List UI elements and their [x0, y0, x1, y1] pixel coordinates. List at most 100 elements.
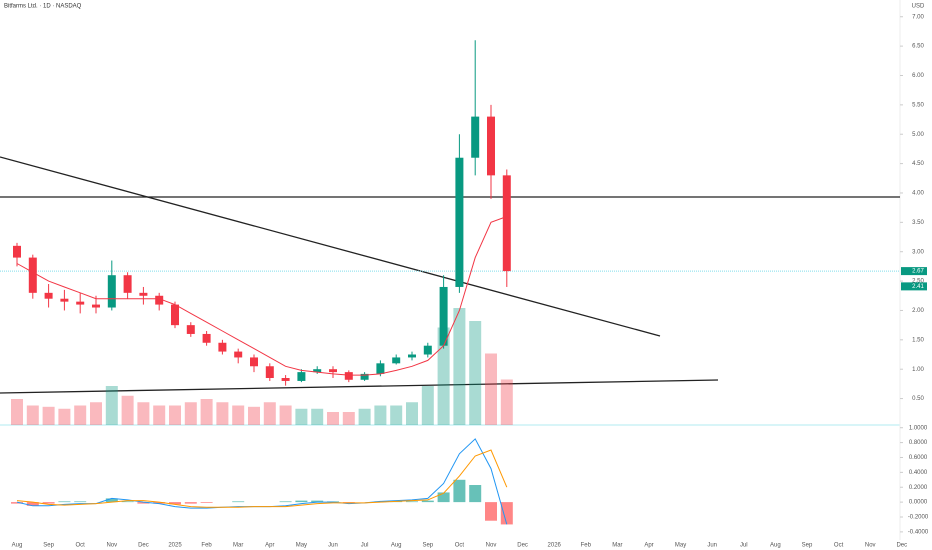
candle-body — [376, 363, 385, 374]
x-tick-label: 2026 — [548, 543, 562, 549]
macd-histogram-bar — [279, 501, 292, 503]
candle-body — [502, 175, 511, 272]
x-tick-label: Apr — [644, 543, 653, 549]
x-tick-label: 2025 — [168, 543, 182, 549]
x-tick-label: May — [296, 543, 307, 549]
y-tick-label: 3.50 — [912, 220, 924, 226]
macd-histogram-bar — [137, 502, 150, 504]
macd-y-tick-label: 0.4000 — [909, 470, 928, 476]
y-tick-label: 4.00 — [912, 191, 924, 197]
x-tick-label: Mar — [612, 543, 622, 549]
volume-bar — [169, 405, 181, 425]
macd-line — [16, 449, 508, 508]
macd-y-tick-label: 1.0000 — [909, 425, 928, 431]
x-tick-label: Jul — [740, 543, 748, 549]
y-tick-label: 1.50 — [912, 337, 924, 343]
candle-body — [139, 292, 148, 296]
candle-body — [471, 116, 480, 158]
macd-histogram-bar — [184, 502, 197, 504]
moving-average — [16, 216, 507, 376]
x-tick-label: Feb — [581, 543, 592, 549]
macd-histogram-bar — [469, 485, 482, 503]
price-tag-label: 2.67 — [912, 269, 924, 275]
volume-bar — [327, 412, 339, 425]
candle-body — [344, 372, 353, 380]
candle-body — [44, 292, 53, 299]
x-tick-label: Oct — [455, 543, 465, 549]
candle-body — [76, 301, 85, 305]
plot-area: 0.50 1.00 1.50 2.00 2.50 3.00 3.50 4.00 4.50 5.00… — [0, 14, 929, 549]
macd-histogram-bar — [453, 479, 466, 503]
x-tick-label: Jul — [361, 543, 369, 549]
volume-bar — [453, 308, 466, 425]
candle-body — [218, 342, 227, 352]
price-tag — [901, 282, 927, 291]
volume-bar — [248, 406, 260, 425]
volume-bar — [184, 402, 197, 425]
y-tick-label: 5.50 — [912, 102, 924, 108]
volume-bar — [374, 405, 387, 425]
volume-bar — [105, 386, 118, 425]
volume-bar — [74, 405, 87, 425]
x-tick-label: Aug — [770, 543, 781, 549]
y-tick-label: 2.00 — [912, 308, 924, 314]
volume-bar — [421, 386, 434, 425]
macd-y-tick-label: 0.8000 — [909, 440, 928, 446]
trend-line — [0, 379, 719, 394]
macd-histogram-bar — [26, 502, 39, 506]
candle-body — [329, 369, 337, 373]
volume-bar — [279, 405, 292, 425]
macd-y-tick-label: -0.2000 — [908, 515, 929, 521]
candle-body — [186, 325, 195, 334]
volume-bar — [58, 408, 71, 425]
macd-histogram-bar — [200, 502, 213, 503]
volume-bar — [232, 405, 245, 425]
trend-line — [0, 156, 661, 337]
x-tick-label: Nov — [865, 543, 876, 549]
volume-bar — [469, 321, 482, 425]
y-tick-label: 6.00 — [912, 73, 924, 79]
macd-histogram-bar — [500, 502, 513, 525]
y-tick-label: 6.50 — [912, 44, 924, 50]
x-tick-label: Nov — [106, 543, 117, 549]
candle-body — [455, 157, 464, 287]
volume-bar — [200, 399, 213, 425]
candle-body — [202, 333, 211, 343]
macd-y-tick-label: 0.6000 — [909, 455, 928, 461]
volume-bar — [500, 379, 513, 425]
volume-bar — [485, 353, 497, 425]
y-tick-label: 3.00 — [912, 249, 924, 255]
y-tick-label: 0.50 — [912, 396, 924, 402]
macd-histogram-bar — [485, 502, 497, 521]
x-tick-label: Apr — [265, 543, 274, 549]
y-tick-label: 2.50 — [912, 279, 924, 285]
y-tick-label: 7.00 — [912, 14, 924, 20]
currency-label: USD — [912, 4, 925, 10]
chart-title: Bitfarms Ltd. · 1D · NASDAQ — [4, 4, 82, 10]
macd-y-tick-label: -0.4000 — [908, 529, 929, 535]
candle-body — [250, 357, 258, 367]
volume-bar — [295, 408, 308, 425]
candle-body — [392, 357, 401, 364]
x-tick-label: Feb — [201, 543, 212, 549]
candle-body — [313, 369, 322, 373]
candle-body — [487, 116, 495, 176]
macd-histogram-bar — [153, 502, 166, 504]
candle-body — [360, 373, 369, 380]
volume-bar — [121, 395, 134, 425]
macd-histogram-bar — [42, 502, 55, 504]
macd-y-tick-label: 0.0000 — [909, 500, 928, 506]
x-tick-label: Sep — [43, 543, 54, 549]
candle-body — [408, 354, 416, 358]
price-tag-label: 2.41 — [912, 284, 924, 290]
x-tick-label: May — [675, 543, 686, 549]
volume-bar — [216, 402, 229, 425]
volume-bar — [358, 408, 371, 425]
x-tick-label: Dec — [138, 543, 149, 549]
x-tick-label: Dec — [517, 543, 528, 549]
candle-body — [123, 275, 132, 293]
x-tick-label: Nov — [486, 543, 497, 549]
x-tick-label: Jun — [707, 543, 717, 549]
